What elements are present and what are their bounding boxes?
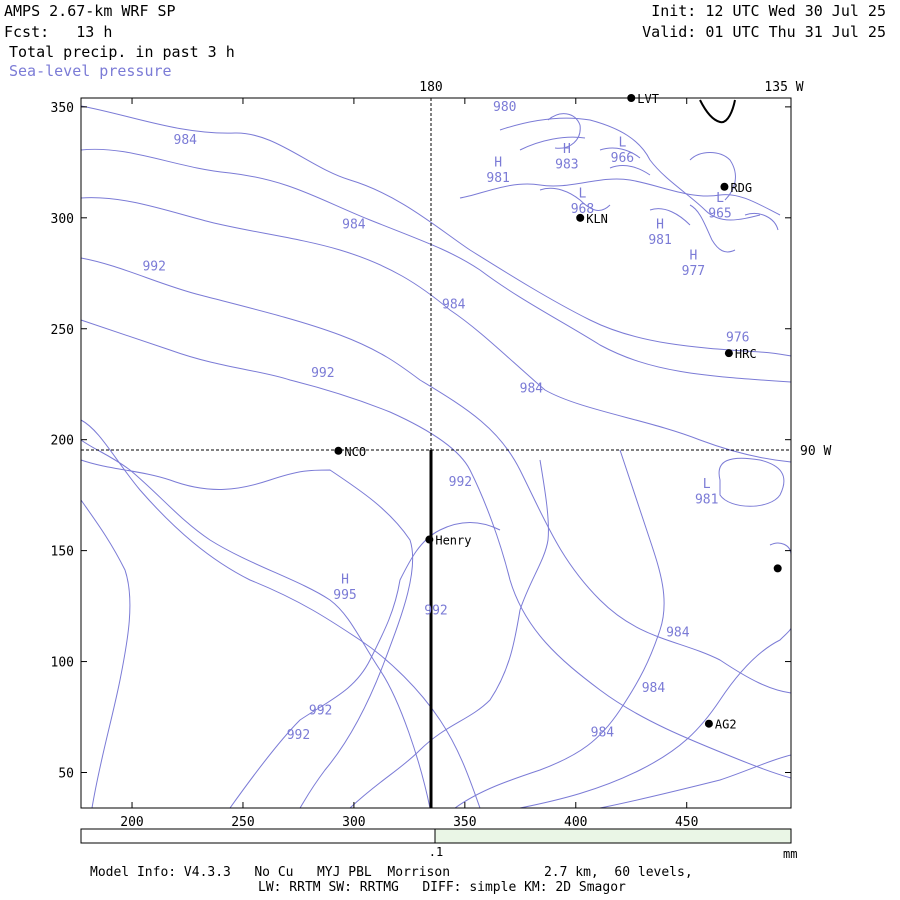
isobar-label: 992 (142, 260, 165, 275)
isobar-label: 984 (442, 297, 466, 312)
model-title: AMPS 2.67-km WRF SP (4, 2, 176, 20)
isobar-label: 984 (666, 626, 690, 641)
isobar-label: 976 (726, 331, 749, 346)
x-tick-label: 250 (231, 815, 254, 830)
station-marker (425, 535, 434, 544)
colorbar-tick-label: .1 (429, 845, 443, 859)
isobar-label: 984 (520, 382, 544, 397)
pressure-center-marker: H (563, 142, 571, 157)
isobar-label: 977 (682, 264, 705, 279)
station-marker (704, 719, 713, 728)
pressure-center-marker: H (494, 155, 502, 170)
isobar-label: 966 (611, 151, 634, 166)
isobar-label: 992 (424, 604, 447, 619)
pressure-center-marker: L (716, 191, 724, 206)
x-tick-label: 450 (675, 815, 698, 830)
pressure-center-marker: L (579, 186, 587, 201)
isobar-label: 981 (648, 233, 671, 248)
station-label: HRC (735, 347, 757, 361)
station-marker (576, 213, 585, 222)
isobar-label: 995 (333, 588, 356, 603)
isobar-label: 981 (486, 171, 509, 186)
isobar-label: 992 (287, 728, 310, 743)
station-label: RDG (730, 181, 752, 195)
pressure-center-marker: H (341, 572, 349, 587)
station-marker (720, 182, 729, 191)
isobar-label: 992 (311, 366, 334, 381)
isobar-label: 968 (571, 202, 594, 217)
forecast-hour: Fcst: 13 h (4, 23, 113, 41)
map-frame (80, 97, 792, 809)
y-tick-label: 250 (51, 323, 74, 338)
isobar-label: 981 (695, 493, 718, 508)
meridian-90w-label: 90 W (800, 444, 831, 459)
graticule (81, 98, 791, 451)
y-tick-label: 350 (51, 101, 74, 116)
station-label: LVT (637, 92, 659, 106)
station-marker (724, 349, 733, 358)
station-label: AG2 (715, 718, 737, 732)
isobar-label: 992 (309, 703, 332, 718)
station-marker (627, 94, 636, 102)
station-marker (773, 564, 782, 573)
station-label: KLN (586, 212, 608, 226)
y-tick-label: 100 (51, 656, 74, 671)
pressure-labels: 980 984 983 966 981 968 965 984 981 992 977 984 976 9… (142, 100, 749, 743)
pressure-center-marker: H (656, 217, 664, 232)
station-label: Henry (435, 534, 471, 548)
x-tick-label: 350 (453, 815, 476, 830)
model-info-line2: LW: RRTM SW: RRTMG DIFF: simple KM: 2D S… (258, 880, 626, 895)
init-time: Init: 12 UTC Wed 30 Jul 25 (651, 2, 886, 20)
station-label: NCO (344, 445, 366, 459)
x-tick-label: 200 (120, 815, 143, 830)
coastline (699, 99, 736, 124)
y-tick-label: 300 (51, 212, 74, 227)
stations: LVT RDG KLN HRC NCO Henry AG2 (334, 92, 782, 732)
isobar-label: 984 (642, 681, 666, 696)
isobar-label: 992 (449, 475, 472, 490)
y-tick-label: 150 (51, 545, 74, 560)
field-title: Total precip. in past 3 h (9, 43, 235, 61)
isobar-label: 984 (174, 133, 198, 148)
colorbar-unit: mm (783, 847, 797, 861)
axis-ticks (81, 98, 791, 808)
colorbar-low (80, 828, 436, 844)
station-marker (334, 446, 343, 455)
overlay-title: Sea-level pressure (9, 62, 172, 80)
model-info-line1: Model Info: V4.3.3 No Cu MYJ PBL Morriso… (90, 865, 693, 880)
isobar-label: 980 (493, 100, 516, 115)
meridian-135w-label: 135 W (764, 80, 803, 95)
pressure-contours (80, 105, 792, 809)
y-tick-label: 50 (58, 767, 74, 782)
pressure-center-marker: H (689, 249, 697, 264)
isobar-label: 983 (555, 158, 578, 173)
x-tick-label: 300 (342, 815, 365, 830)
isobar-label: 965 (708, 206, 731, 221)
colorbar-high (434, 828, 792, 844)
meridian-180-label: 180 (419, 80, 442, 95)
pressure-center-marker: L (703, 477, 711, 492)
pressure-center-marker: L (618, 135, 626, 150)
axis-tick-labels: 350 300 250 200 150 100 50 200 250 300 350 400 450 (51, 101, 699, 830)
valid-time: Valid: 01 UTC Thu 31 Jul 25 (642, 23, 886, 41)
isobar-label: 984 (591, 726, 615, 741)
isobar-label: 984 (342, 217, 366, 232)
x-tick-label: 400 (564, 815, 587, 830)
y-tick-label: 200 (51, 434, 74, 449)
